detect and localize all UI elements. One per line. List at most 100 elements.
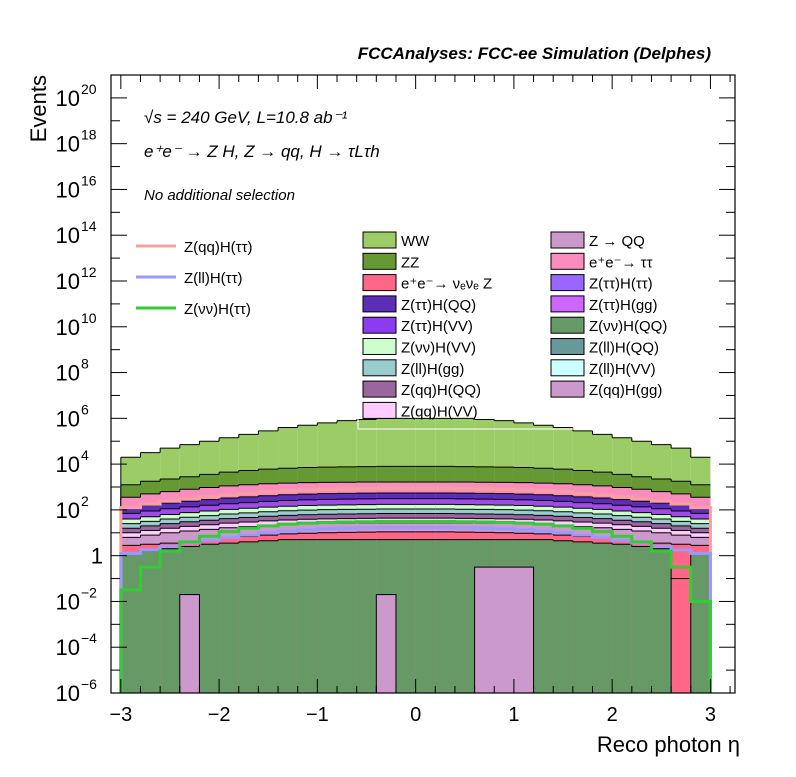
legend-fill-swatch: [362, 316, 397, 334]
legend-fill-swatch: [550, 359, 585, 377]
legend-fill-swatch: [550, 316, 585, 334]
legend-fill-swatch: [362, 295, 397, 313]
legend-fill-swatch: [550, 252, 585, 270]
y-tick-exponent: −6: [81, 676, 97, 692]
spike-bar-z-qq: [474, 566, 535, 694]
histogram-bar: [572, 541, 593, 693]
y-tick-exponent: −2: [81, 584, 97, 600]
histogram-bar: [120, 553, 141, 693]
spike-bar-e-e: [670, 578, 692, 694]
y-tick-label: 10: [56, 452, 80, 477]
histogram-bar: [631, 546, 652, 693]
legend-fill-label: e⁺e⁻→ νₑνₑ Z: [401, 276, 492, 293]
x-tick-label: 0: [410, 704, 421, 726]
legend-fill-label: ZZ: [401, 254, 419, 271]
legend-fill-swatch: [550, 274, 585, 292]
y-tick-exponent: 16: [81, 172, 97, 188]
legend: Z(qq)H(ττ) Z(ll)H(ττ) Z(νν)H(ττ) WW ZZ e⁺e⁻→ …: [136, 230, 695, 430]
y-tick-label: 10: [56, 498, 80, 523]
histogram-bar: [140, 551, 161, 693]
legend-line-label: Z(νν)H(ττ): [184, 301, 251, 318]
histogram-bar: [395, 539, 416, 693]
y-tick-label: 10: [56, 315, 80, 340]
histogram-bar: [219, 543, 239, 693]
histogram-bar: [258, 540, 279, 693]
histogram-bar: [337, 539, 357, 693]
histogram-bar: [435, 539, 455, 693]
legend-fill-swatch: [362, 359, 397, 377]
legend-fill-label: Z(νν)H(QQ): [589, 318, 667, 335]
legend-fill-swatch: [362, 274, 397, 292]
legend-fill-swatch: [362, 252, 397, 270]
y-tick-label: 10: [56, 132, 80, 157]
y-tick-exponent: 4: [81, 447, 89, 463]
legend-fill-swatch: [550, 380, 585, 398]
y-tick-label: 10: [56, 361, 80, 386]
y-tick-label: 10: [56, 406, 80, 431]
y-tick-exponent: 10: [81, 310, 97, 326]
overlay-line-z-ll-h: [119, 526, 712, 693]
histogram-bar: [297, 539, 318, 693]
x-axis-label: Reco photon η: [597, 732, 740, 757]
annotation-energy-lumi: √s = 240 GeV, L=10.8 ab⁻¹: [144, 108, 348, 127]
y-tick-exponent: 20: [81, 81, 97, 97]
x-tick-label: −2: [208, 704, 231, 726]
y-tick-label: 10: [56, 635, 80, 660]
histogram-bar: [238, 541, 259, 693]
histogram-bar: [651, 548, 672, 693]
annotation-selection: No additional selection: [144, 187, 295, 204]
legend-fill-label: Z(ττ)H(ττ): [589, 276, 653, 293]
overlay-line-z-qq-h: [119, 486, 712, 693]
legend-fill-swatch: [362, 401, 397, 419]
legend-fill-swatch: [550, 295, 585, 313]
legend-fill-label: WW: [401, 233, 430, 250]
y-tick-exponent: 14: [81, 218, 97, 234]
legend-fill-swatch: [550, 338, 585, 355]
histogram-bar: [199, 544, 220, 693]
legend-fill-swatch: [362, 231, 397, 249]
x-tick-label: 2: [607, 704, 618, 726]
legend-fill-label: Z(ll)H(QQ): [589, 340, 659, 357]
y-tick-label: 10: [56, 223, 80, 248]
plot-area: [119, 417, 712, 694]
histogram-bar: [317, 539, 338, 693]
x-tick-label: 3: [705, 704, 716, 726]
legend-fill-label: Z(ll)H(gg): [401, 361, 464, 378]
legend-fill-label: Z(qq)H(gg): [589, 382, 662, 399]
y-tick-label: 10: [56, 86, 80, 111]
histogram-bar: [160, 548, 180, 693]
legend-fill-swatch: [550, 231, 585, 249]
legend-fill-label: Z → QQ: [589, 233, 645, 250]
legend-fill-label: Z(ττ)H(QQ): [401, 297, 476, 314]
spike-bar-z-qq: [375, 594, 397, 694]
stack-series-z-h-qq: [120, 539, 711, 693]
y-tick-label: 10: [56, 589, 80, 614]
histogram-bar: [553, 540, 573, 693]
histogram-bar: [454, 539, 475, 693]
annotation-process: e⁺e⁻ → Z H, Z → qq, H → τLτh: [144, 142, 380, 161]
y-tick-label: 10: [56, 177, 80, 202]
y-tick-label: 10: [56, 681, 80, 706]
x-tick-label: −1: [306, 704, 329, 726]
x-tick-label: −3: [109, 704, 132, 726]
y-tick-exponent: 8: [81, 356, 89, 372]
histogram-bar: [415, 539, 436, 693]
x-tick-label: 1: [508, 704, 519, 726]
legend-frame: [357, 230, 695, 430]
legend-fill-label: Z(ττ)H(VV): [401, 318, 473, 335]
y-tick-exponent: 6: [81, 401, 89, 417]
legend-fill-label: Z(νν)H(VV): [401, 340, 476, 357]
spike-bar-z-qq: [179, 594, 200, 694]
y-tick-label: 10: [56, 269, 80, 294]
overlay-line-z-h: [119, 520, 712, 693]
chart-title: FCCAnalyses: FCC-ee Simulation (Delphes): [358, 44, 712, 63]
y-tick-exponent: 2: [81, 493, 89, 509]
y-tick-exponent: 18: [81, 127, 97, 143]
histogram-bar: [690, 553, 711, 693]
histogram-bar: [356, 539, 377, 693]
y-tick-exponent: −4: [81, 630, 97, 646]
histogram-bar: [612, 544, 632, 693]
histogram-bar: [533, 539, 554, 693]
